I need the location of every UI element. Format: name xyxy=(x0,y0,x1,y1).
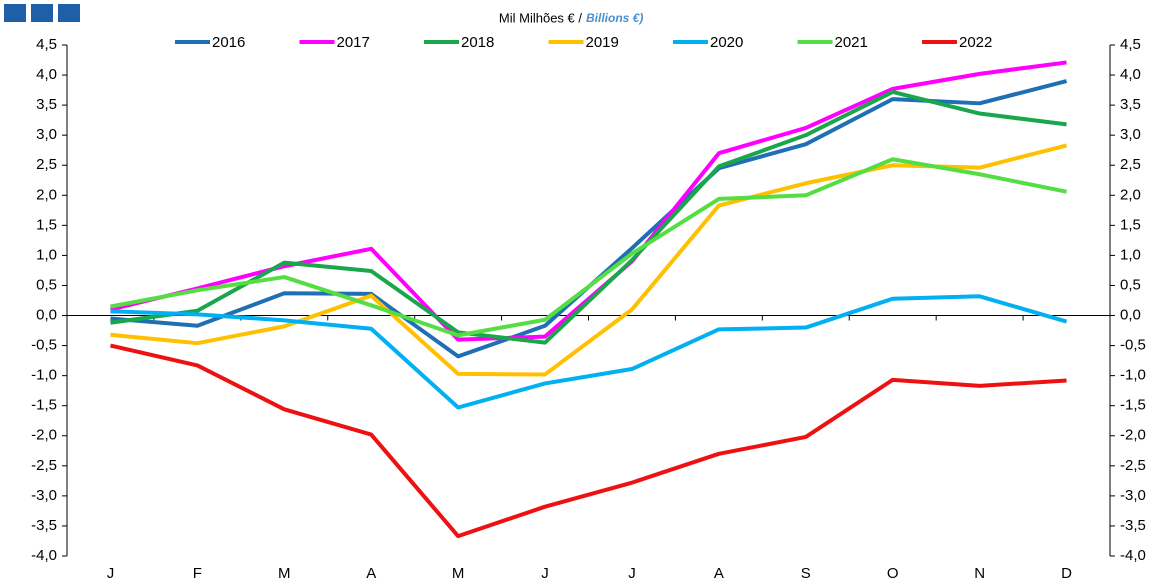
y2-tick-label: 4,5 xyxy=(1120,36,1141,53)
x-tick-label: M xyxy=(278,565,291,582)
chart-subtitle: Billions €) xyxy=(586,11,643,25)
series-line xyxy=(110,157,1067,338)
x-tick-label: F xyxy=(193,565,202,582)
y2-tick-label: 1,0 xyxy=(1120,246,1141,263)
y2-tick-label: 3,0 xyxy=(1120,126,1141,143)
legend-label: 2019 xyxy=(586,34,619,51)
y2-tick-label: -3,0 xyxy=(1120,487,1146,504)
x-tick-label: J xyxy=(628,565,636,582)
y-tick-label: 0,5 xyxy=(36,276,57,293)
legend-label: 2020 xyxy=(710,34,743,51)
y-tick-label: 0,0 xyxy=(36,306,57,323)
y2-tick-label: -2,5 xyxy=(1120,457,1146,474)
y2-tick-label: 2,5 xyxy=(1120,156,1141,173)
legend-label: 2018 xyxy=(461,34,494,51)
y-tick-label: -1,5 xyxy=(31,397,57,414)
legend-label: 2021 xyxy=(835,34,868,51)
y2-tick-label: -3,5 xyxy=(1120,517,1146,534)
y-tick-label: 1,0 xyxy=(36,246,57,263)
series-line xyxy=(110,89,1067,345)
y-tick-label: 1,5 xyxy=(36,216,57,233)
y-tick-label: -0,5 xyxy=(31,337,57,354)
y-tick-label: 3,0 xyxy=(36,126,57,143)
y-tick-label: 4,5 xyxy=(36,36,57,53)
y2-tick-label: 0,0 xyxy=(1120,306,1141,323)
legend-label: 2017 xyxy=(337,34,370,51)
legend-label: 2022 xyxy=(959,34,992,51)
x-tick-label: N xyxy=(974,565,985,582)
y-tick-label: -3,5 xyxy=(31,517,57,534)
logo-square xyxy=(31,4,53,22)
chart-title: Mil Milhões € / xyxy=(499,10,582,25)
y2-tick-label: -1,0 xyxy=(1120,367,1146,384)
y-tick-label: 4,0 xyxy=(36,66,57,83)
y2-tick-label: 0,5 xyxy=(1120,276,1141,293)
logo-square xyxy=(58,4,80,22)
x-tick-label: J xyxy=(541,565,549,582)
y-tick-label: 2,5 xyxy=(36,156,57,173)
y2-tick-label: 2,0 xyxy=(1120,186,1141,203)
y-tick-label: -3,0 xyxy=(31,487,57,504)
legend-label: 2016 xyxy=(212,34,245,51)
y2-tick-label: -1,5 xyxy=(1120,397,1146,414)
y2-tick-label: 3,5 xyxy=(1120,96,1141,113)
series-line xyxy=(110,343,1067,539)
y2-tick-label: -0,5 xyxy=(1120,337,1146,354)
x-tick-label: A xyxy=(366,565,376,582)
x-tick-label: A xyxy=(714,565,724,582)
y2-tick-label: 1,5 xyxy=(1120,216,1141,233)
y-tick-label: -2,0 xyxy=(31,427,57,444)
y-tick-label: -1,0 xyxy=(31,367,57,384)
y2-tick-label: 4,0 xyxy=(1120,66,1141,83)
x-tick-label: O xyxy=(887,565,899,582)
series-line xyxy=(110,143,1068,377)
x-tick-label: S xyxy=(801,565,811,582)
y-tick-label: 2,0 xyxy=(36,186,57,203)
y-tick-label: -4,0 xyxy=(31,547,57,564)
x-tick-label: D xyxy=(1061,565,1072,582)
y2-tick-label: -2,0 xyxy=(1120,427,1146,444)
y2-tick-label: -4,0 xyxy=(1120,547,1146,564)
series-line xyxy=(110,294,1068,410)
x-tick-label: M xyxy=(452,565,465,582)
y-tick-label: -2,5 xyxy=(31,457,57,474)
x-tick-label: J xyxy=(107,565,115,582)
y-tick-label: 3,5 xyxy=(36,96,57,113)
logo-square xyxy=(4,4,26,22)
